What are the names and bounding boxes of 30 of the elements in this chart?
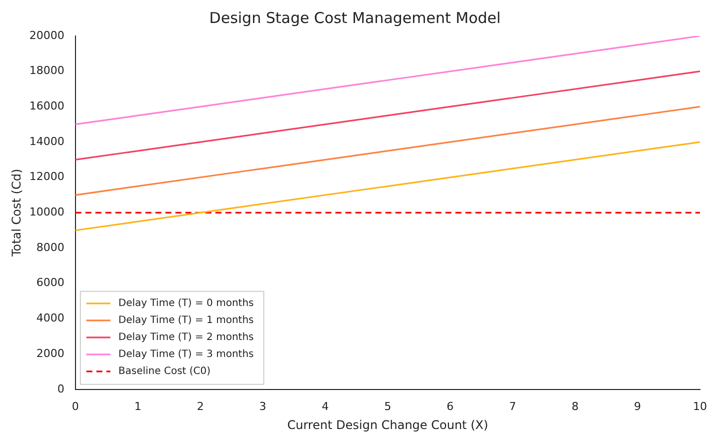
x-tick-label: 9 (634, 400, 642, 413)
x-tick-label: 8 (572, 400, 579, 413)
y-tick-label: 6000 (36, 276, 64, 290)
y-tick-label: 16000 (29, 100, 64, 113)
y-tick-label: 18000 (29, 64, 64, 78)
x-tick-label: 0 (72, 400, 79, 413)
x-tick-label: 3 (259, 400, 266, 413)
y-tick-label: 4000 (36, 312, 64, 325)
x-axis-title: Current Design Change Count (X) (287, 418, 488, 432)
x-tick-label: 4 (322, 400, 329, 413)
y-axis-title: Total Cost (Cd) (9, 168, 24, 258)
y-tick-label: 14000 (29, 134, 64, 148)
y-tick-label: 20000 (29, 28, 64, 42)
x-tick-label: 7 (509, 400, 516, 413)
legend-label: Delay Time (T) = 3 months (118, 348, 254, 360)
x-tick-label: 1 (134, 400, 142, 413)
y-tick-label: 8000 (36, 240, 64, 254)
x-tick-label: 5 (384, 400, 392, 413)
y-tick-label: 0 (57, 382, 64, 396)
chart-title: Design Stage Cost Management Model (209, 8, 501, 27)
y-tick-label: 10000 (29, 206, 64, 219)
x-tick-label: 2 (196, 400, 204, 413)
legend-label: Baseline Cost (C0) (118, 366, 211, 377)
y-tick-label: 2000 (36, 346, 64, 360)
x-tick-label: 6 (446, 400, 454, 413)
legend-label: Delay Time (T) = 1 months (118, 314, 254, 326)
y-tick-label: 12000 (29, 170, 64, 184)
x-tick-label: 10 (693, 400, 707, 413)
legend-label: Delay Time (T) = 0 months (118, 298, 254, 309)
legend-label: Delay Time (T) = 2 months (118, 332, 254, 343)
